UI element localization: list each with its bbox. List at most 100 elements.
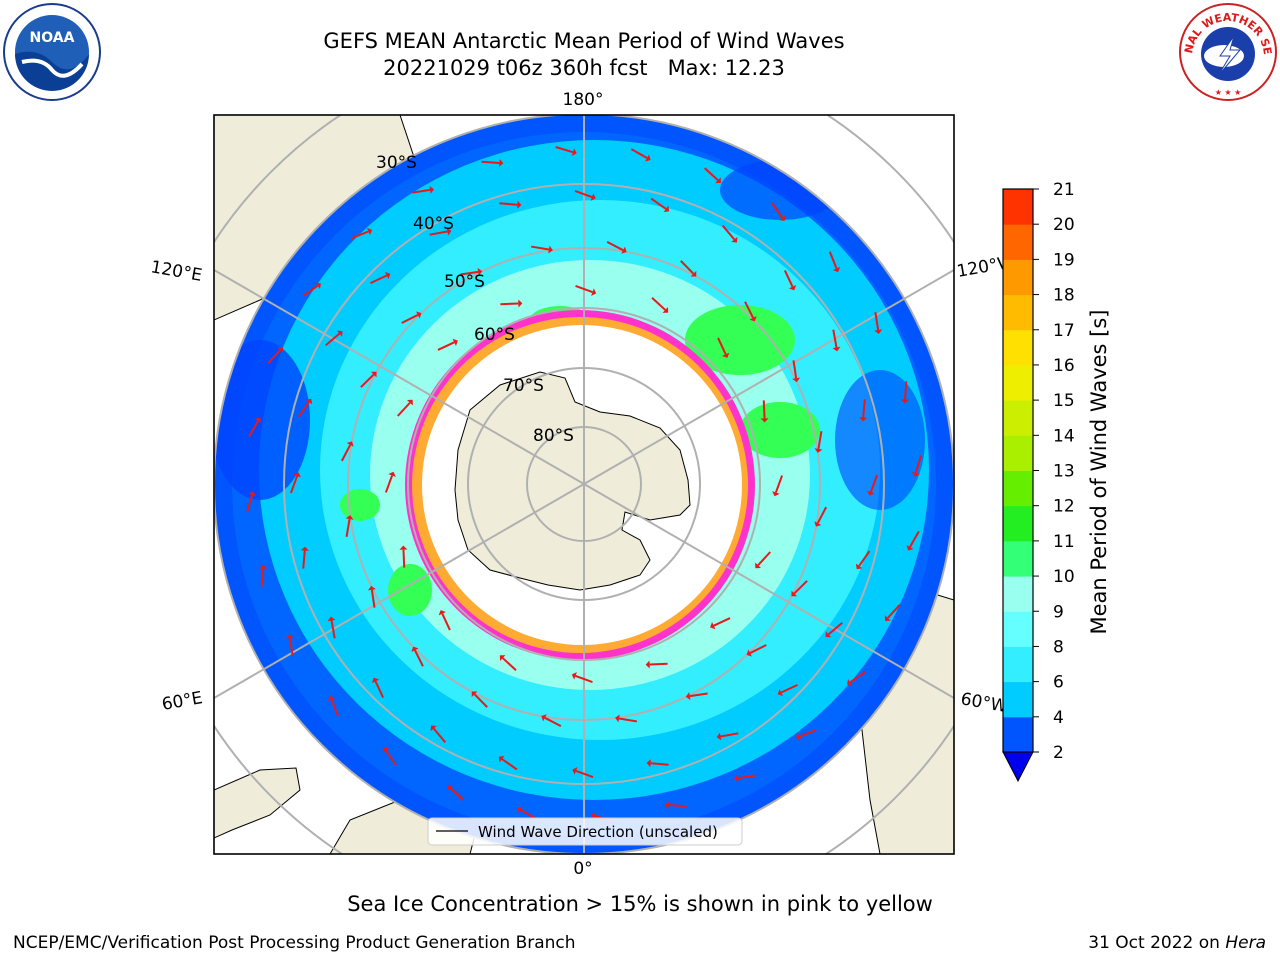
wind-arrow	[327, 695, 340, 717]
wind-arrow	[847, 671, 866, 686]
colorbar-label: Mean Period of Wind Waves [s]	[1087, 310, 1111, 635]
wind-arrow	[248, 417, 262, 438]
colorbar-tick-label: 11	[1053, 532, 1075, 552]
colorbar-segment	[1003, 716, 1033, 753]
colorbar-segment	[1003, 681, 1033, 718]
colorbar-tick-label: 2	[1053, 743, 1064, 763]
wind-arrow	[541, 714, 562, 728]
svg-text:★ ★ ★: ★ ★ ★	[1215, 88, 1242, 97]
chart-subtitle: 20221029 t06z 360h fcst Max: 12.23	[383, 56, 785, 80]
wind-arrow	[906, 530, 920, 551]
colorbar-extend-arrow	[1002, 751, 1034, 783]
wind-arrow	[710, 617, 731, 630]
lat-label-50s: 50°S	[444, 272, 485, 292]
colorbar-tick-label: 8	[1053, 637, 1064, 657]
wind-arrow	[369, 271, 391, 285]
wind-arrow	[791, 580, 808, 597]
wind-arrow	[517, 806, 538, 820]
wind-arrow	[345, 515, 354, 537]
wind-arrow	[755, 551, 771, 569]
wind-arrow	[429, 227, 452, 236]
wind-arrow	[384, 471, 396, 493]
nws-logo-icon: NATIONAL WEATHER SERVICE ★ ★ ★	[1178, 2, 1277, 101]
colorbar-segment	[1003, 294, 1033, 331]
wind-arrow	[572, 767, 594, 779]
wind-arrow	[771, 202, 786, 221]
wind-arrow	[630, 148, 651, 162]
wind-arrow	[859, 399, 868, 422]
wind-arrow	[680, 260, 697, 277]
wind-arrow	[371, 677, 385, 699]
wind-arrow	[795, 728, 817, 741]
wind-arrow	[615, 714, 637, 723]
wind-arrow	[500, 299, 523, 308]
wind-arrow	[438, 610, 451, 631]
colorbar-segment	[1003, 224, 1033, 260]
wind-arrow	[645, 660, 668, 669]
lat-label-60s: 60°S	[474, 325, 515, 345]
colorbar-tick-label: 14	[1053, 426, 1075, 446]
wind-arrow	[832, 329, 841, 352]
colorbar-tick-label: 9	[1053, 602, 1064, 622]
sea-ice-caption: Sea Ice Concentration > 15% is shown in …	[347, 892, 933, 916]
wind-arrow	[855, 550, 871, 570]
wind-arrow	[327, 616, 336, 639]
wind-arrow	[460, 267, 483, 276]
wind-arrow	[285, 633, 294, 656]
wind-arrow	[606, 240, 627, 254]
wind-arrow	[258, 564, 267, 587]
colorbar-tick-label: 4	[1053, 708, 1064, 728]
wind-arrow	[397, 399, 413, 417]
wind-arrow	[401, 311, 422, 324]
wind-arrow	[412, 185, 435, 194]
wind-arrow	[685, 692, 708, 701]
wind-arrow	[744, 301, 757, 322]
wind-arrow	[792, 360, 801, 383]
lon-label-0: 0°	[573, 859, 592, 879]
colorbar-tick-label: 13	[1053, 462, 1075, 482]
wind-arrow	[777, 683, 799, 697]
wind-arrow	[499, 200, 522, 209]
wind-arrow	[721, 225, 738, 243]
wind-arrow	[481, 158, 504, 167]
wind-arrow	[760, 400, 769, 423]
wind-arrow	[874, 312, 883, 335]
wind-arrow	[302, 282, 321, 297]
wind-arrow	[360, 371, 377, 388]
wind-arrow	[664, 801, 687, 810]
wind-arrow	[783, 269, 797, 291]
wind-arrow	[651, 297, 669, 313]
wave-period-field	[214, 115, 954, 854]
wind-wave-direction-arrows	[246, 146, 922, 822]
colorbar-segment	[1003, 400, 1033, 436]
colorbar-tick-label: 12	[1053, 497, 1075, 517]
wind-arrow	[289, 472, 301, 494]
colorbar-tick-label: 17	[1053, 321, 1075, 341]
map-frame	[213, 114, 955, 855]
lon-label-120e: 120°E	[149, 257, 203, 286]
wind-arrow	[571, 672, 593, 684]
colorbar-tick-label: 10	[1053, 567, 1075, 587]
wind-arrow	[912, 455, 922, 477]
footer-credit: NCEP/EMC/Verification Post Processing Pr…	[13, 933, 576, 953]
wind-arrow	[867, 474, 879, 496]
wind-arrow	[499, 655, 517, 671]
colorbar-tick-label: 6	[1053, 673, 1064, 693]
wind-arrow	[437, 338, 458, 351]
colorbar-tick-label: 21	[1053, 180, 1075, 200]
lat-label-40s: 40°S	[413, 214, 454, 234]
wind-arrow	[246, 491, 256, 513]
colorbar-tick-label: 19	[1053, 250, 1075, 270]
colorbar-segment	[1003, 435, 1033, 471]
colorbar-tick-label: 18	[1053, 286, 1075, 306]
colorbar-segment	[1003, 259, 1033, 296]
wind-arrow	[746, 644, 767, 657]
wind-arrow	[351, 227, 373, 240]
wind-arrow	[447, 784, 464, 801]
wind-arrow	[297, 398, 313, 418]
wind-arrow	[717, 337, 730, 358]
wind-arrow	[575, 284, 597, 296]
lat-label-80s: 80°S	[533, 426, 574, 446]
wind-arrow	[555, 146, 577, 156]
